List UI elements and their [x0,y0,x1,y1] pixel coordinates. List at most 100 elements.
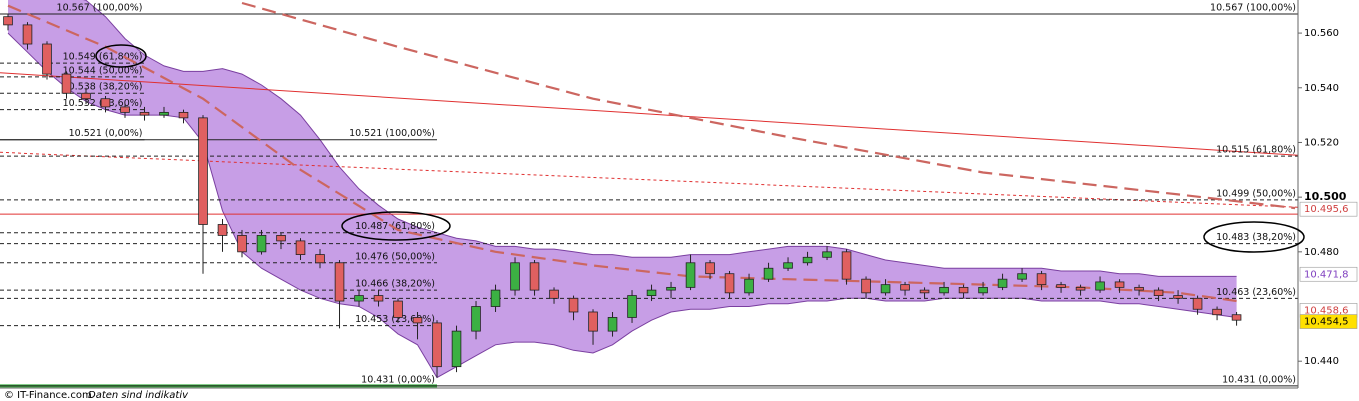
candle-body [724,273,735,294]
y-tick-label: 10.480 [1304,247,1339,258]
price-tag [1299,266,1358,282]
candle-body [646,289,657,296]
price-tag [1299,201,1358,217]
candle-body [81,92,91,100]
candle-body [100,98,111,108]
candle-body [490,289,501,307]
price-tag-label: 10.495,6 [1304,204,1349,215]
candle-body [763,267,774,280]
candle-body [705,262,715,275]
candle-body [139,111,150,116]
annotation-circle [341,211,451,241]
candle-body [1173,295,1183,299]
candle-body [822,251,832,258]
candle-body [42,43,52,75]
candle-body [1017,273,1027,280]
candle-body [685,262,696,288]
candle-body [510,262,520,291]
candle-body [451,330,462,368]
price-tag-label: 10.458,6 [1304,305,1349,316]
candle-body [919,289,930,294]
candle-body [588,311,598,332]
fib-label: 10.476 (50,00%) [355,251,435,262]
candle-body [1192,297,1203,310]
fib-label: 10.521 (100,00%) [349,128,435,139]
candle-body [1095,281,1105,291]
source: © IT-Finance.com [4,390,92,401]
candle-body [783,262,793,269]
fib-label: 10.483 (38,20%) [1216,232,1296,243]
note: Daten sind indikativ [88,390,189,401]
price-tag-label: 10.454,5 [1304,317,1349,328]
candle-body [880,284,891,294]
candle-body [471,306,481,332]
fib-label: 10.515 (61,80%) [1216,145,1296,156]
fib-label: 10.487 (61,80%) [355,221,435,232]
trendline [0,72,1298,156]
y-tick-label: 10.560 [1304,28,1339,39]
band-lower [7,32,1237,379]
candle-body [529,262,540,291]
y-tick-label: 10.440 [1304,356,1339,367]
candle-body [1153,289,1164,296]
candle-body [1075,286,1086,291]
trendline [0,151,1298,208]
candle-body [939,286,949,294]
y-tick-label: 10.540 [1304,83,1339,94]
price-tag [1299,314,1358,329]
annotation-circle [1203,221,1305,253]
candle-body [198,117,208,225]
candle-body [237,235,247,253]
candle-body [666,286,676,291]
fib-label: 10.567 (100,00%) [57,2,143,13]
fib-label: 10.567 (100,00%) [1210,2,1296,13]
candle-body [744,278,754,294]
annotation-circle [95,44,147,68]
fib-label: 10.466 (38,20%) [355,279,435,290]
fib-label: 10.544 (50,00%) [63,65,143,76]
fib-label: 10.431 (0,00%) [1222,374,1296,385]
candle-body [627,295,637,318]
candle-body [1036,273,1047,286]
candle-body [1231,314,1242,321]
candle-body [607,317,618,332]
moving-average [241,1,1296,210]
candle-body [432,322,442,368]
band-upper [83,0,1237,277]
fib-label: 10.499 (50,00%) [1216,188,1296,199]
candle-body [393,300,403,318]
fib-label: 10.453 (23,60%) [355,314,435,325]
fib-label: 10.431 (0,00%) [361,374,435,385]
candle-body [315,254,325,264]
candle-body [1056,284,1066,288]
candle-body [1114,281,1125,288]
candle-body [568,297,579,313]
candle-body [61,73,72,94]
candle-body [1134,286,1144,291]
candle-body [178,111,189,119]
plot-area: 10.567 (100,00%) 10.549 (61,80%) 10.544 (5… [0,0,1298,388]
candle-body [549,289,559,299]
candle-body [334,262,345,302]
candle-body [159,111,169,116]
candle-body [354,295,364,302]
y-tick-label: 10.500 [1304,190,1347,203]
candle-body [3,16,13,26]
candle-body [900,284,910,291]
candle-body [276,235,286,242]
fib-label: 10.521 (0,00%) [69,128,143,139]
candle-body [22,24,33,45]
candle-body [295,240,306,255]
candle-body [997,278,1008,288]
candle-body [373,295,384,302]
candle-body [120,106,130,113]
candle-body [802,256,813,264]
fib-label: 10.538 (38,20%) [63,82,143,93]
candle-body [861,278,871,294]
price-tag-label: 10.471,8 [1304,269,1349,280]
candle-body [217,224,228,236]
candle-body [978,286,988,294]
candle-body [1212,308,1222,316]
